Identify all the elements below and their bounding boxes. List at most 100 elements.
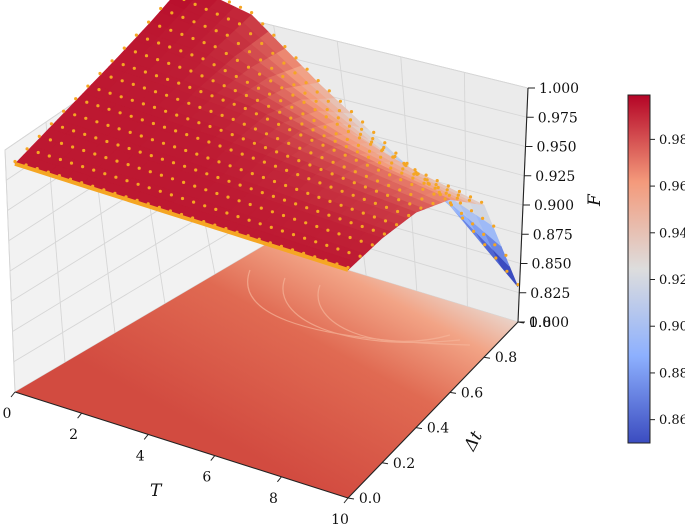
scatter-point (60, 125, 65, 129)
scatter-point (291, 233, 296, 237)
scatter-point (347, 251, 351, 255)
scatter-point (220, 113, 224, 117)
scatter-point (408, 202, 412, 206)
scatter-point (194, 168, 198, 172)
scatter-point (349, 221, 353, 225)
scatter-point (482, 232, 486, 236)
scatter-point (359, 239, 363, 243)
scatter-point (294, 56, 298, 60)
z-tick-label: 0.800 (529, 315, 569, 331)
scatter-point (409, 192, 413, 197)
z-tick-label: 0.900 (534, 198, 574, 214)
scatter-point (244, 93, 248, 98)
x-tick-mark (210, 455, 216, 461)
z-tick-label: 0.925 (535, 169, 575, 185)
scatter-point (72, 129, 76, 133)
scatter-point (343, 153, 347, 157)
scatter-point (84, 116, 88, 120)
scatter-point (305, 67, 309, 71)
scatter-point (388, 173, 392, 177)
scatter-point (170, 11, 174, 15)
scatter-point (214, 207, 218, 211)
scatter-point (203, 24, 207, 28)
y-tick-label: 0.4 (427, 421, 449, 437)
scatter-point (236, 215, 240, 219)
scatter-point (459, 211, 464, 215)
scatter-point (152, 105, 157, 109)
y-tick-label: 0.0 (359, 491, 381, 507)
scatter-point (57, 174, 62, 178)
scatter-point (264, 132, 269, 136)
scatter-point (288, 128, 292, 132)
scatter-point (176, 97, 180, 101)
scatter-point (250, 172, 254, 176)
scatter-point (94, 136, 98, 140)
scatter-point (312, 118, 316, 123)
scatter-point (350, 207, 354, 211)
scatter-point (483, 243, 487, 247)
scatter-point (85, 100, 89, 104)
scatter-point (169, 28, 173, 32)
scatter-point (336, 247, 340, 251)
scatter-point (458, 201, 462, 205)
scatter-point (315, 90, 319, 94)
scatter-point (351, 193, 355, 197)
scatter-point (293, 71, 297, 75)
x-tick-mark (343, 497, 349, 504)
scatter-point (211, 79, 215, 83)
scatter-point (160, 157, 164, 161)
scatter-point (302, 100, 306, 104)
scatter-point (325, 243, 329, 247)
scatter-point (223, 69, 227, 73)
scatter-point (269, 225, 273, 229)
scatter-point (335, 262, 339, 266)
scatter-point (290, 248, 295, 252)
scatter-point (124, 195, 128, 199)
scatter-point (492, 224, 496, 228)
scatter-point (433, 186, 437, 190)
scatter-point (301, 112, 305, 116)
scatter-point (35, 167, 39, 171)
scatter-point (313, 255, 317, 259)
scatter-point (305, 206, 309, 210)
colorbar-tick-label: 0.86 (659, 413, 685, 428)
scatter-point (198, 105, 202, 109)
scatter-point (412, 172, 416, 176)
scatter-point (293, 217, 297, 221)
scatter-point (132, 66, 136, 70)
scatter-point (468, 195, 473, 199)
scatter-point (384, 205, 389, 209)
scatter-point (169, 193, 173, 197)
scatter-point (142, 86, 146, 90)
scatter-point (166, 77, 170, 81)
scatter-point (206, 156, 210, 160)
x-axis-label: T (150, 481, 163, 501)
scatter-point (340, 189, 344, 193)
scatter-point (346, 129, 350, 134)
scatter-point (444, 191, 448, 195)
scatter-point (153, 90, 158, 94)
scatter-point (427, 182, 431, 186)
scatter-point (471, 222, 475, 226)
scatter-point (338, 217, 342, 221)
scatter-point (71, 145, 75, 149)
scatter-point (334, 132, 338, 136)
scatter-point (125, 179, 129, 183)
scatter-point (357, 136, 362, 140)
scatter-point (390, 161, 394, 165)
z-tick-label: 0.850 (532, 257, 572, 273)
scatter-point (165, 93, 169, 97)
scatter-point (316, 79, 320, 83)
scatter-point (364, 174, 368, 178)
scatter-point (150, 138, 154, 142)
scatter-point (179, 49, 183, 53)
scatter-point (335, 122, 339, 126)
scatter-point (296, 173, 300, 177)
scatter-point (493, 243, 497, 247)
z-tick-label: 0.875 (533, 227, 573, 243)
scatter-point (228, 164, 232, 168)
scatter-point (202, 220, 206, 224)
scatter-point (279, 99, 283, 103)
scatter-point (300, 122, 304, 126)
